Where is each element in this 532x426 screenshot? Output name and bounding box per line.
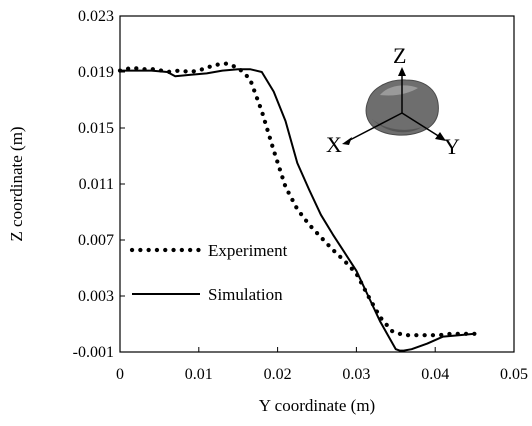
z-arrow-head-icon [398,67,406,76]
series-layer [117,61,477,352]
series-line-simulation [120,68,475,352]
series-line-experiment [117,61,477,338]
x-axis-ticks: 0 0.01 0.02 0.03 0.04 0.05 [116,347,528,383]
x-tick-label: 0.04 [421,366,449,383]
y-tick-label: 0.011 [79,176,114,193]
y-tick-label: 0.023 [78,8,114,25]
y-axis-letter: Y [444,134,460,159]
y-arrow-head-icon [435,132,446,141]
y-axis-title: Z coordinate (m) [7,126,26,241]
legend-label-experiment: Experiment [208,241,288,260]
rock-shadow [372,119,422,133]
y-axis-ticks: -0.001 0.003 0.007 0.011 0.015 0.019 0.023 [73,8,125,361]
x-tick-label: 0 [116,366,124,383]
x-axis-title: Y coordinate (m) [259,396,375,415]
x-axis-letter: X [326,132,342,157]
x-tick-label: 0.05 [500,366,528,383]
y-tick-label: 0.003 [78,288,114,305]
x-tick-label: 0.01 [185,366,213,383]
legend: Experiment Simulation [129,241,288,304]
rock-highlight [380,85,418,96]
y-tick-label: 0.007 [78,232,114,249]
x-axis-arrow [347,112,403,142]
y-tick-label: 0.015 [78,120,114,137]
x-tick-label: 0.03 [342,366,370,383]
rock-axes-inset: Z X Y [326,43,460,159]
x-arrow-head-icon [342,137,352,145]
y-tick-label: -0.001 [73,344,114,361]
y-tick-label: 0.019 [78,64,114,81]
y-axis-arrow [401,112,441,138]
plot-frame [119,15,515,353]
x-tick-label: 0.02 [264,366,292,383]
z-axis-letter: Z [393,43,406,68]
legend-label-simulation: Simulation [208,285,283,304]
